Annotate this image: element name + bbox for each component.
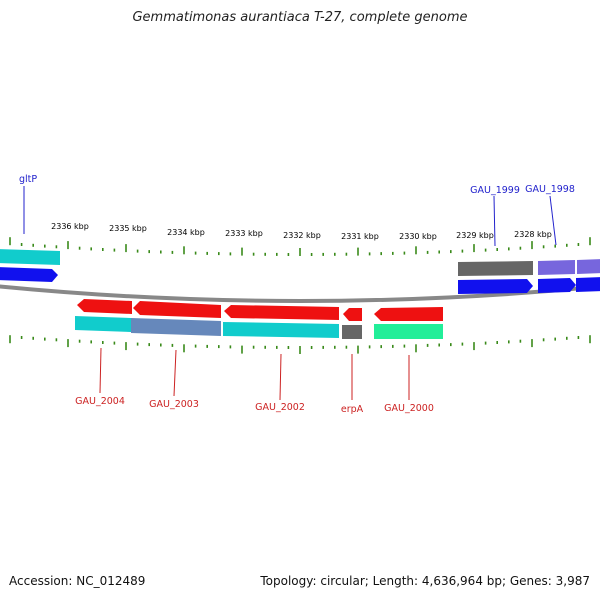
gene-GAU_2003[interactable] [133,301,221,318]
gene-blue-left[interactable] [0,267,58,282]
gene-GAU_2000-green[interactable] [374,324,443,339]
gene-GAU_2000[interactable] [374,307,443,321]
gene-right-slate[interactable] [577,259,600,274]
leader-GAU_2004 [99,347,102,394]
tick-label-2335: 2335 kbp [109,224,147,233]
gene-GAU_1998-slate[interactable] [538,260,575,275]
tick-label-2329: 2329 kbp [456,231,494,240]
gene-GAU_1999[interactable] [458,279,533,294]
tick-label-2328: 2328 kbp [514,230,552,239]
gene-GAU_2002-cyan[interactable] [223,322,339,338]
tick-label-2334: 2334 kbp [167,228,205,237]
label-leaders [23,186,557,401]
tick-label-2333: 2333 kbp [225,229,263,238]
label-gltP[interactable]: gltP [19,174,37,185]
map-title: Gemmatimonas aurantiaca T-27, complete g… [132,10,468,25]
gene-right-blue[interactable] [576,277,600,292]
gene-GAU_2003-steel[interactable] [131,318,221,336]
tick-row-bottom [9,335,591,354]
gene-GAU_2004[interactable] [77,299,132,314]
gene-gltP[interactable] [0,249,60,265]
gene-GAU_1998[interactable] [538,278,576,293]
label-GAU_2004[interactable]: GAU_2004 [75,396,125,407]
leader-GAU_2002 [279,353,282,401]
top-strand-genes [0,249,600,294]
gene-GAU_1999-gray[interactable] [458,261,533,276]
label-erpA[interactable]: erpA [341,404,364,415]
tick-label-2332: 2332 kbp [283,231,321,240]
gene-GAU_2002[interactable] [224,305,339,320]
leader-GAU_2003 [173,349,177,397]
tick-label-2331: 2331 kbp [341,232,379,241]
leader-GAU_1999 [493,195,496,247]
label-GAU_2002[interactable]: GAU_2002 [255,402,305,413]
label-GAU_2003[interactable]: GAU_2003 [149,399,199,410]
label-GAU_1999[interactable]: GAU_1999 [470,185,520,196]
gene-labels: gltP GAU_1999 GAU_1998 GAU_2004 GAU_2003… [19,174,575,415]
leader-GAU_1998 [549,195,557,246]
label-GAU_1998[interactable]: GAU_1998 [525,184,575,195]
accession-text: Accession: NC_012489 [9,574,146,588]
label-GAU_2000[interactable]: GAU_2000 [384,403,434,414]
tick-label-2336: 2336 kbp [51,222,89,231]
backbone-arc [0,284,600,303]
bottom-strand-genes [75,299,443,339]
gene-erpA-gray[interactable] [342,325,362,339]
tick-labels: 2336 kbp 2335 kbp 2334 kbp 2333 kbp 2332… [51,222,552,241]
tick-row-top [9,237,591,256]
gene-erpA[interactable] [343,308,362,321]
gene-GAU_2004-cyan[interactable] [75,316,131,332]
tick-label-2330: 2330 kbp [399,232,437,241]
topology-text: Topology: circular; Length: 4,636,964 bp… [260,574,590,588]
